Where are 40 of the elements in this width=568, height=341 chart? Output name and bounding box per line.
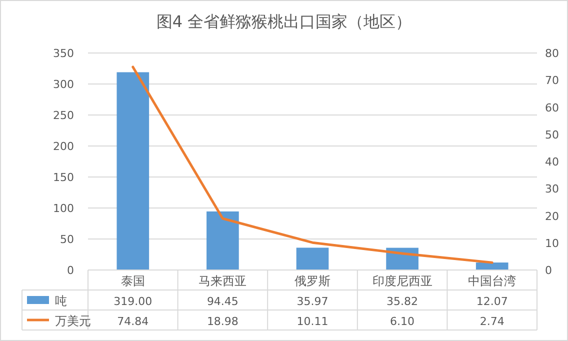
- chart-title: 图4 全省鲜猕猴桃出口国家（地区）: [156, 12, 412, 31]
- y2-tick-label: 80: [545, 47, 559, 60]
- data-label: 10.11: [296, 315, 328, 328]
- x-tick-label: 中国台湾: [468, 274, 516, 288]
- y-tick-label: 50: [60, 233, 74, 246]
- x-tick-label: 泰国: [120, 274, 145, 288]
- y2-tick-label: 0: [545, 264, 552, 277]
- data-label: 35.82: [386, 295, 418, 308]
- y2-tick-label: 10: [545, 236, 559, 250]
- bar: [296, 248, 329, 270]
- y-tick-label: 0: [67, 264, 74, 277]
- y-tick-label: 250: [53, 109, 74, 122]
- data-label: 94.45: [206, 295, 238, 308]
- bar: [476, 262, 508, 270]
- data-label: 6.10: [390, 315, 415, 328]
- x-tick-label: 马来西亚: [198, 274, 247, 288]
- legend-label: 万美元: [55, 314, 91, 328]
- y-tick-label: 150: [53, 171, 74, 184]
- y-tick-label: 100: [53, 202, 74, 215]
- y2-tick-label: 30: [545, 182, 559, 196]
- y2-tick-label: 70: [545, 74, 559, 88]
- data-label: 12.07: [476, 295, 508, 308]
- x-tick-label: 俄罗斯: [294, 274, 330, 288]
- y2-tick-label: 60: [545, 101, 559, 114]
- data-label: 74.84: [117, 315, 149, 328]
- line-series: [132, 66, 494, 264]
- y2-tick-label: 50: [545, 128, 559, 142]
- bar: [206, 211, 239, 270]
- legend-label: 吨: [55, 294, 67, 308]
- y2-tick-label: 40: [545, 156, 559, 168]
- data-label: 2.74: [480, 315, 504, 328]
- data-label: 35.97: [296, 295, 328, 308]
- y-tick-label: 300: [53, 78, 74, 91]
- bar: [116, 72, 150, 270]
- data-label: 18.98: [206, 315, 238, 328]
- y-tick-label: 200: [53, 140, 74, 153]
- data-label: 319.00: [114, 295, 152, 308]
- y2-tick-label: 20: [545, 210, 559, 223]
- x-tick-label: 印度尼西亚: [372, 274, 432, 288]
- y-tick-label: 350: [53, 47, 74, 60]
